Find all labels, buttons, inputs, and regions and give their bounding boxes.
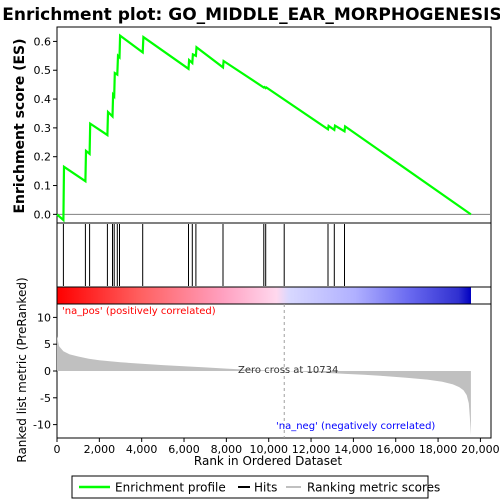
metric-y-tick-label: 5: [44, 338, 51, 351]
x-tick-label: 8,000: [211, 443, 243, 456]
legend-es-label: Enrichment profile: [115, 481, 226, 495]
x-tick-label: 16,000: [376, 443, 415, 456]
x-tick-label: 14,000: [334, 443, 373, 456]
es-y-tick-label: 0.6: [34, 35, 52, 48]
zero-cross-label: Zero cross at 10734: [238, 365, 338, 376]
es-y-tick-label: 0.2: [34, 151, 52, 164]
legend-metric-label: Ranking metric scores: [307, 481, 440, 495]
x-tick-label: 12,000: [292, 443, 331, 456]
metric-y-tick-label: 10: [37, 311, 51, 324]
legend-hits-label: Hits: [254, 481, 277, 495]
x-tick-label: 2,000: [84, 443, 116, 456]
pos-correlated-label: 'na_pos' (positively correlated): [62, 306, 216, 317]
metric-axis-label: Ranked list metric (PreRanked): [15, 277, 29, 462]
metric-y-tick-label: 0: [44, 365, 51, 378]
es-y-tick-label: 0.0: [34, 208, 52, 221]
x-tick-label: 4,000: [126, 443, 158, 456]
chart-title: Enrichment plot: GO_MIDDLE_EAR_MORPHOGEN…: [2, 5, 500, 25]
es-panel: [56, 26, 492, 224]
es-y-tick-label: 0.4: [34, 93, 52, 106]
hits-panel: [56, 222, 492, 288]
es-y-tick-label: 0.3: [34, 122, 52, 135]
es-y-tick-label: 0.1: [34, 180, 52, 193]
x-tick-label: 20,000: [461, 443, 500, 456]
metric-y-tick-label: -5: [40, 392, 51, 405]
heatmap-gradient: [57, 287, 471, 304]
x-tick-label: 0: [54, 443, 61, 456]
es-y-tick-label: 0.5: [34, 64, 52, 77]
enrichment-profile-line: [56, 33, 472, 223]
x-tick-label: 10,000: [249, 443, 288, 456]
neg-correlated-label: 'na_neg' (negatively correlated): [276, 421, 435, 432]
x-axis-label: Rank in Ordered Dataset: [194, 454, 342, 468]
es-axis-label: Enrichment score (ES): [12, 38, 28, 213]
x-tick-label: 6,000: [168, 443, 200, 456]
metric-y-tick-label: -10: [33, 419, 51, 432]
x-tick-label: 18,000: [419, 443, 458, 456]
